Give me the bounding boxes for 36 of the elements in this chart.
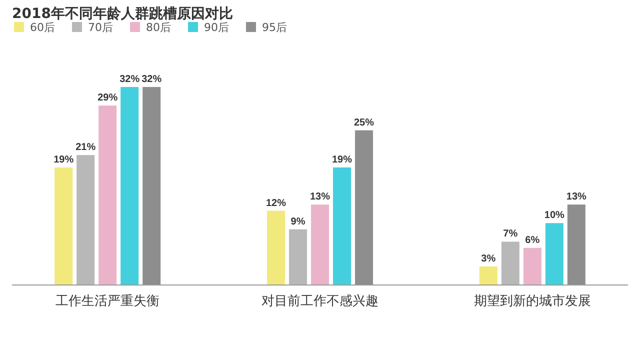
data-label: 10% bbox=[544, 210, 565, 222]
legend-label: 60后 bbox=[30, 21, 55, 34]
data-label: 6% bbox=[525, 234, 540, 246]
data-label: 32% bbox=[142, 74, 162, 85]
bar bbox=[545, 223, 564, 285]
bar bbox=[54, 167, 73, 285]
data-label: 7% bbox=[503, 228, 518, 240]
bar bbox=[98, 106, 117, 285]
data-label: 21% bbox=[76, 142, 96, 154]
data-label: 3% bbox=[481, 253, 496, 264]
legend-label: 70后 bbox=[88, 21, 113, 34]
data-label: 9% bbox=[290, 216, 306, 228]
data-label: 32% bbox=[120, 74, 140, 85]
data-label: 19% bbox=[54, 154, 74, 166]
bar bbox=[479, 266, 498, 285]
bar bbox=[311, 204, 329, 285]
legend-label: 90后 bbox=[204, 21, 229, 34]
data-label: 25% bbox=[354, 117, 374, 128]
chart-title: 2018年不同年龄人群跳槽原因对比 bbox=[12, 6, 233, 22]
bar bbox=[267, 210, 285, 285]
data-label: 12% bbox=[266, 198, 286, 209]
data-label: 13% bbox=[566, 192, 587, 203]
x-tick-label: 工作生活严重失衡 bbox=[56, 294, 160, 309]
bar bbox=[333, 167, 351, 285]
bar bbox=[76, 155, 95, 285]
legend-label: 80后 bbox=[146, 21, 171, 34]
x-tick-label: 期望到新的城市发展 bbox=[474, 294, 591, 309]
data-label: 13% bbox=[310, 192, 330, 203]
x-tick-label: 对目前工作不感兴趣 bbox=[262, 294, 378, 309]
bar bbox=[501, 242, 520, 285]
bar bbox=[289, 229, 307, 285]
data-label: 29% bbox=[98, 92, 118, 104]
bar bbox=[120, 87, 139, 285]
legend-label: 95后 bbox=[262, 21, 287, 34]
bar bbox=[523, 248, 542, 285]
data-label: 19% bbox=[332, 154, 352, 166]
